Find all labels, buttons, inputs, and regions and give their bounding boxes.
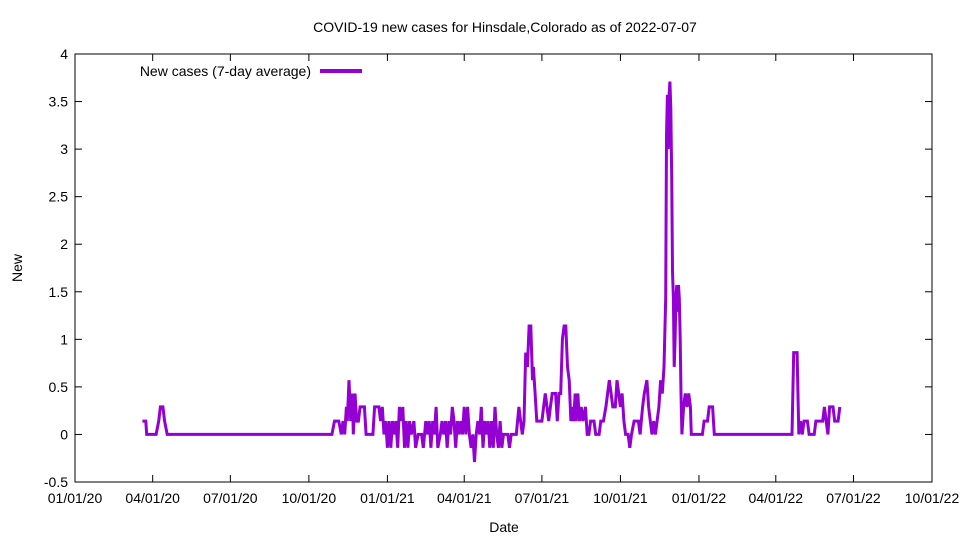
- y-tick-label: -0.5: [44, 474, 68, 490]
- x-tick-label: 01/01/22: [672, 490, 727, 506]
- x-tick-label: 07/01/20: [203, 490, 258, 506]
- legend-label-new-cases: New cases (7-day average): [140, 63, 311, 79]
- y-tick-label: 1.5: [49, 284, 69, 300]
- y-axis: -0.5 0 0.5 1 1.5 2 2.5 3 3.5 4: [44, 46, 932, 490]
- x-tick-label: 10/01/20: [282, 490, 337, 506]
- x-tick-label: 04/01/21: [437, 490, 492, 506]
- y-tick-label: 0.5: [49, 379, 69, 395]
- y-tick-label: 1: [60, 331, 68, 347]
- series-line-new-cases: [142, 81, 842, 463]
- x-tick-label: 01/01/21: [360, 490, 415, 506]
- y-axis-label: New: [9, 253, 25, 282]
- legend: New cases (7-day average): [140, 63, 362, 79]
- x-tick-label: 07/01/22: [826, 490, 881, 506]
- y-tick-label: 0: [60, 426, 68, 442]
- x-tick-label: 01/01/20: [48, 490, 103, 506]
- plot-frame: [74, 53, 933, 483]
- y-tick-label: 3.5: [49, 94, 69, 110]
- x-tick-label: 10/01/22: [905, 490, 960, 506]
- x-axis: 01/01/20 04/01/20 07/01/20 10/01/20 01/01/21…: [48, 54, 960, 506]
- x-tick-label: 07/01/21: [515, 490, 570, 506]
- series-layer: [142, 81, 842, 463]
- y-tick-label: 4: [60, 46, 68, 62]
- x-axis-label: Date: [489, 519, 519, 535]
- y-tick-label: 3: [60, 141, 68, 157]
- chart-title: COVID-19 new cases for Hinsdale,Colorado…: [313, 19, 697, 35]
- x-tick-label: 04/01/22: [749, 490, 804, 506]
- x-tick-label: 10/01/21: [593, 490, 648, 506]
- y-tick-label: 2: [60, 236, 68, 252]
- y-tick-label: 2.5: [49, 189, 69, 205]
- x-tick-label: 04/01/20: [125, 490, 180, 506]
